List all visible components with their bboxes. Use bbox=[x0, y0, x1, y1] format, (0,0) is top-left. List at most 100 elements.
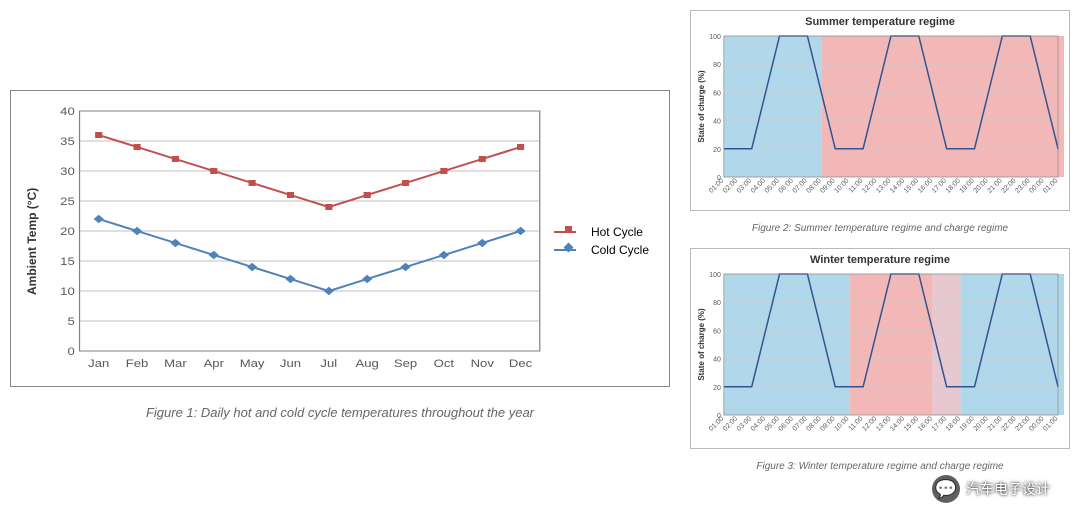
svg-text:01:00: 01:00 bbox=[1042, 415, 1059, 432]
main-chart-box: Ambient Temp (°C) 0 5 10 15 20 25 30 35 40 Jan Feb… bbox=[10, 90, 670, 387]
right-panel: Summer temperature regime State of charg… bbox=[690, 10, 1070, 478]
svg-text:100: 100 bbox=[709, 34, 721, 41]
figure-2-box: Summer temperature regime State of charg… bbox=[690, 10, 1070, 211]
svg-text:16:00: 16:00 bbox=[917, 177, 934, 194]
watermark-text: 汽车电子设计 bbox=[966, 479, 1050, 499]
watermark: 💬 汽车电子设计 bbox=[932, 475, 1050, 503]
svg-text:35: 35 bbox=[60, 135, 75, 148]
svg-text:15: 15 bbox=[60, 255, 75, 268]
legend-label: Hot Cycle bbox=[591, 225, 643, 239]
figure-2-caption: Figure 2: Summer temperature regime and … bbox=[690, 223, 1070, 234]
figure-1-caption: Figure 1: Daily hot and cold cycle tempe… bbox=[10, 405, 670, 420]
svg-text:23:00: 23:00 bbox=[1014, 177, 1031, 194]
svg-text:02:00: 02:00 bbox=[722, 415, 739, 432]
svg-text:Feb: Feb bbox=[126, 357, 149, 370]
svg-text:Dec: Dec bbox=[509, 357, 532, 370]
figure-3-plot: State of charge (%)02040608010001:0002:0… bbox=[696, 268, 1064, 443]
svg-text:17:00: 17:00 bbox=[931, 177, 948, 194]
svg-text:Nov: Nov bbox=[471, 357, 494, 370]
svg-text:09:00: 09:00 bbox=[819, 415, 836, 432]
svg-text:Jun: Jun bbox=[280, 357, 301, 370]
svg-text:07:00: 07:00 bbox=[792, 415, 809, 432]
figure-1-panel: Ambient Temp (°C) 0 5 10 15 20 25 30 35 40 Jan Feb… bbox=[10, 10, 670, 420]
svg-text:01:00: 01:00 bbox=[708, 415, 725, 432]
svg-text:06:00: 06:00 bbox=[778, 415, 795, 432]
figure-3-title: Winter temperature regime bbox=[696, 254, 1064, 266]
svg-text:60: 60 bbox=[713, 328, 721, 335]
svg-text:21:00: 21:00 bbox=[987, 415, 1004, 432]
svg-text:22:00: 22:00 bbox=[1000, 415, 1017, 432]
svg-text:20: 20 bbox=[713, 147, 721, 154]
svg-text:04:00: 04:00 bbox=[750, 177, 767, 194]
svg-text:14:00: 14:00 bbox=[889, 177, 906, 194]
svg-text:18:00: 18:00 bbox=[945, 415, 962, 432]
svg-text:Mar: Mar bbox=[164, 357, 187, 370]
figure-3-box: Winter temperature regime State of charg… bbox=[690, 248, 1070, 449]
svg-text:25: 25 bbox=[60, 195, 75, 208]
svg-text:09:00: 09:00 bbox=[819, 177, 836, 194]
svg-text:10:00: 10:00 bbox=[833, 415, 850, 432]
svg-text:100: 100 bbox=[709, 272, 721, 279]
legend-item: Hot Cycle bbox=[554, 225, 649, 239]
svg-text:Oct: Oct bbox=[434, 357, 455, 370]
svg-text:Apr: Apr bbox=[204, 357, 224, 370]
svg-text:04:00: 04:00 bbox=[750, 415, 767, 432]
svg-text:12:00: 12:00 bbox=[861, 415, 878, 432]
svg-text:State of charge (%): State of charge (%) bbox=[697, 70, 706, 143]
svg-text:40: 40 bbox=[713, 119, 721, 126]
main-y-label: Ambient Temp (°C) bbox=[21, 101, 39, 381]
svg-text:00:00: 00:00 bbox=[1028, 415, 1045, 432]
svg-text:40: 40 bbox=[713, 357, 721, 364]
svg-text:Jul: Jul bbox=[320, 357, 337, 370]
svg-text:State of charge (%): State of charge (%) bbox=[697, 308, 706, 381]
svg-text:Sep: Sep bbox=[394, 357, 418, 370]
wechat-icon: 💬 bbox=[932, 475, 960, 503]
figure-2-plot: State of charge (%)02040608010001:0002:0… bbox=[696, 30, 1064, 205]
svg-text:Jan: Jan bbox=[88, 357, 109, 370]
svg-text:15:00: 15:00 bbox=[903, 177, 920, 194]
svg-text:20: 20 bbox=[713, 385, 721, 392]
figure-2-title: Summer temperature regime bbox=[696, 16, 1064, 28]
svg-text:17:00: 17:00 bbox=[931, 415, 948, 432]
svg-text:23:00: 23:00 bbox=[1014, 415, 1031, 432]
svg-text:14:00: 14:00 bbox=[889, 415, 906, 432]
svg-text:01:00: 01:00 bbox=[708, 177, 725, 194]
svg-text:16:00: 16:00 bbox=[917, 415, 934, 432]
figure-3-svg: State of charge (%)02040608010001:0002:0… bbox=[696, 268, 1064, 443]
svg-text:20:00: 20:00 bbox=[973, 415, 990, 432]
svg-text:20: 20 bbox=[60, 225, 75, 238]
svg-text:03:00: 03:00 bbox=[736, 177, 753, 194]
svg-text:02:00: 02:00 bbox=[722, 177, 739, 194]
figure-2-svg: State of charge (%)02040608010001:0002:0… bbox=[696, 30, 1064, 205]
svg-text:0: 0 bbox=[67, 345, 75, 358]
svg-text:13:00: 13:00 bbox=[875, 177, 892, 194]
svg-text:00:00: 00:00 bbox=[1028, 177, 1045, 194]
svg-text:08:00: 08:00 bbox=[805, 415, 822, 432]
svg-text:12:00: 12:00 bbox=[861, 177, 878, 194]
svg-text:40: 40 bbox=[60, 105, 75, 118]
svg-text:22:00: 22:00 bbox=[1000, 177, 1017, 194]
svg-text:19:00: 19:00 bbox=[959, 415, 976, 432]
svg-text:20:00: 20:00 bbox=[973, 177, 990, 194]
svg-text:21:00: 21:00 bbox=[987, 177, 1004, 194]
svg-text:10: 10 bbox=[60, 285, 75, 298]
main-legend: Hot CycleCold Cycle bbox=[554, 221, 649, 261]
svg-text:03:00: 03:00 bbox=[736, 415, 753, 432]
svg-text:19:00: 19:00 bbox=[959, 177, 976, 194]
svg-text:06:00: 06:00 bbox=[778, 177, 795, 194]
svg-text:30: 30 bbox=[60, 165, 75, 178]
svg-text:80: 80 bbox=[713, 62, 721, 69]
svg-text:5: 5 bbox=[67, 315, 75, 328]
svg-text:May: May bbox=[240, 357, 266, 370]
svg-text:05:00: 05:00 bbox=[764, 415, 781, 432]
svg-text:60: 60 bbox=[713, 90, 721, 97]
svg-text:05:00: 05:00 bbox=[764, 177, 781, 194]
svg-text:08:00: 08:00 bbox=[805, 177, 822, 194]
svg-text:80: 80 bbox=[713, 300, 721, 307]
main-plot-area: 0 5 10 15 20 25 30 35 40 Jan Feb Mar Apr May Jun Jul Aug… bbox=[39, 101, 659, 381]
svg-text:15:00: 15:00 bbox=[903, 415, 920, 432]
svg-text:18:00: 18:00 bbox=[945, 177, 962, 194]
svg-text:13:00: 13:00 bbox=[875, 415, 892, 432]
figure-3-caption: Figure 3: Winter temperature regime and … bbox=[690, 461, 1070, 472]
svg-text:Aug: Aug bbox=[356, 357, 379, 370]
